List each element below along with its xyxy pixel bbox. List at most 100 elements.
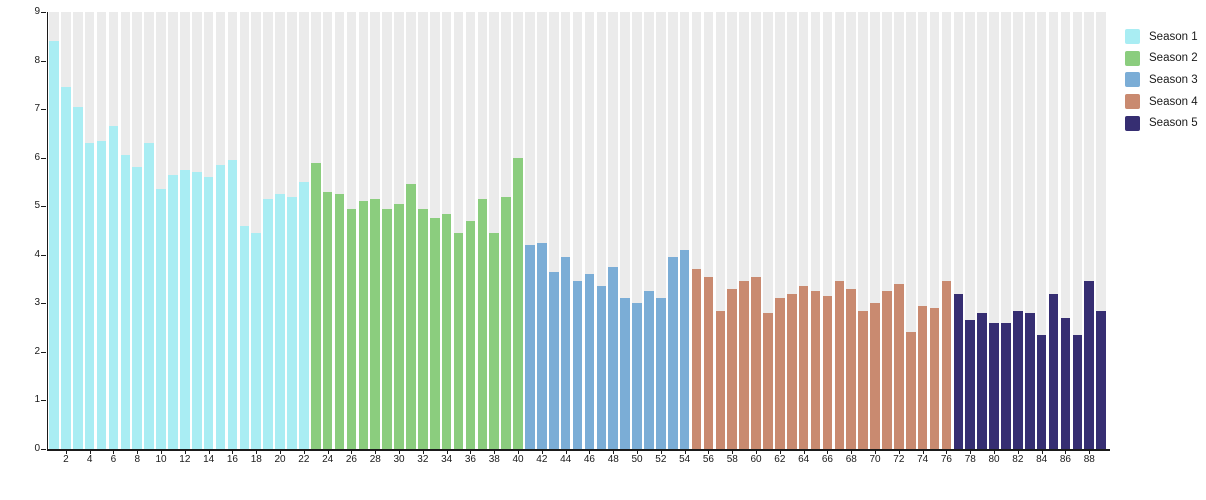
x-tick-label: 52 [655,454,667,465]
x-tick-label: 76 [940,454,952,465]
episode-bar [715,310,726,449]
episode-bar [596,286,607,449]
episode-bar [751,276,761,449]
background-column [596,12,607,449]
background-column [703,12,714,449]
background-column [572,12,583,449]
x-tick-label: 8 [134,454,141,465]
background-column [679,12,690,449]
episode-bar [96,140,107,449]
x-tick-mark [137,451,139,454]
x-tick-label: 16 [226,454,238,465]
episode-bar [798,286,809,449]
x-tick-mark [375,451,377,454]
episode-bar [667,257,678,449]
episode-bar [1072,334,1083,449]
x-tick-label: 32 [417,454,429,465]
episode-bar [191,172,202,449]
background-column [1072,12,1083,449]
x-tick-mark [803,451,805,454]
y-tick-mark [41,109,46,111]
background-column [632,12,642,449]
episode-bar [513,157,523,449]
x-tick-mark [161,451,163,454]
y-tick-label: 5 [34,200,40,212]
background-column [1001,12,1011,449]
episode-bar [203,177,214,449]
legend: Season 1 Season 2 Season 3 Season 4 Season 5 [1125,26,1198,134]
x-tick-label: 62 [774,454,786,465]
episode-bar [418,208,428,449]
episode-bar [215,164,226,449]
episode-bar [477,198,488,449]
x-tick-label: 82 [1012,454,1024,465]
episode-bar [180,169,190,449]
plot-area [48,12,1107,449]
x-tick-mark [65,451,67,454]
episode-bar [810,291,821,449]
background-column [1060,12,1071,449]
x-tick-mark [946,451,948,454]
x-tick-mark [875,451,877,454]
episode-bar [263,198,273,449]
y-tick-mark [41,303,46,305]
episode-bar [227,160,238,449]
x-tick-mark [280,451,282,454]
x-tick-label: 18 [250,454,262,465]
background-column [1084,12,1095,449]
episode-bar [691,269,702,449]
y-tick-mark [41,12,46,13]
background-column [965,12,976,449]
background-column [656,12,666,449]
x-tick-mark [851,451,853,454]
episode-bar [370,198,381,449]
episode-bar [84,143,95,449]
y-tick-label: 9 [34,6,40,17]
background-column [453,12,464,449]
background-column [905,12,916,449]
episode-bar [1024,313,1035,449]
y-axis-line [46,12,48,450]
background-column [548,12,559,449]
background-column [763,12,773,449]
x-tick-label: 58 [726,454,738,465]
x-tick-mark [1065,451,1067,454]
legend-item-season-1: Season 1 [1125,26,1198,48]
x-tick-mark [232,451,234,454]
x-tick-label: 42 [536,454,548,465]
y-tick-mark [41,351,46,353]
episode-bar [727,288,738,449]
background-column [608,12,619,449]
episode-bar [465,220,476,449]
background-column [917,12,928,449]
legend-swatch [1125,50,1140,66]
x-tick-label: 38 [488,454,500,465]
x-tick-mark [827,451,829,454]
episode-bar [977,313,987,449]
episode-bar [644,291,654,449]
x-tick-mark [422,451,424,454]
x-tick-mark [922,451,924,454]
background-column [894,12,904,449]
episode-bar [299,181,309,449]
episode-bar [334,194,345,449]
x-tick-label: 26 [345,454,357,465]
background-column [822,12,833,449]
episode-bar [501,196,511,449]
legend-swatch [1125,72,1140,88]
episode-bar [620,298,630,449]
y-tick-mark [41,449,46,450]
x-tick-label: 88 [1083,454,1095,465]
x-tick-mark [184,451,186,454]
x-tick-mark [589,451,591,454]
background-column [786,12,797,449]
x-tick-mark [399,451,401,454]
x-tick-mark [446,451,448,454]
episode-bar [1036,334,1047,449]
x-tick-mark [256,451,258,454]
episode-bar [917,305,928,449]
legend-item-season-5: Season 5 [1125,112,1198,134]
background-column [1048,12,1059,449]
episode-bar [846,288,857,449]
episode-bar [358,201,369,449]
